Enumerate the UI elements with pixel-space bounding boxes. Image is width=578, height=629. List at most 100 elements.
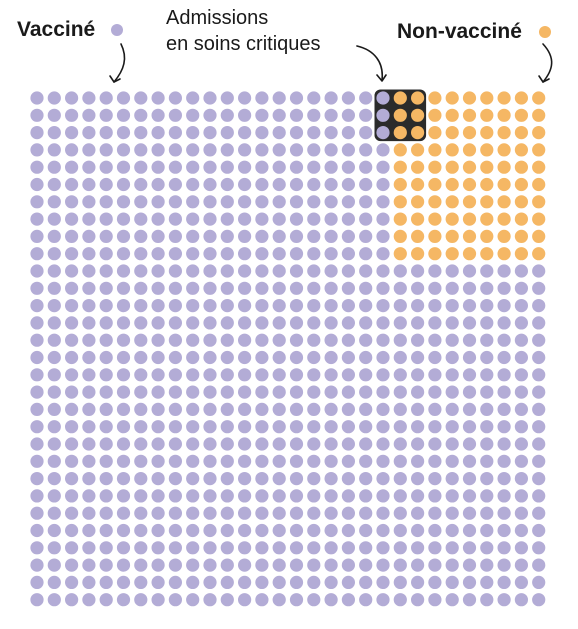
dot-vaccinated: [462, 454, 477, 468]
dot-vaccinated: [341, 316, 355, 330]
dot-vaccinated: [203, 108, 217, 122]
dot-vaccinated: [514, 385, 529, 399]
dot-vaccinated: [428, 506, 442, 520]
dot-vaccinated: [532, 333, 546, 347]
dot-vaccinated: [428, 402, 442, 416]
dot-vaccinated: [324, 195, 338, 209]
dot-vaccinated: [99, 523, 113, 538]
dot-vaccinated: [30, 506, 44, 520]
dot-vaccinated: [220, 523, 234, 538]
dot-vaccinated: [116, 593, 131, 607]
dot-vaccinated: [30, 523, 44, 538]
dot-non-vaccinated: [411, 143, 425, 157]
dot-vaccinated: [411, 264, 425, 278]
dot-vaccinated: [134, 437, 148, 451]
dot-vaccinated: [497, 333, 511, 347]
dot-vaccinated: [134, 420, 148, 434]
dot-vaccinated: [324, 299, 338, 313]
dot-non-vaccinated: [428, 108, 442, 122]
dot-vaccinated: [289, 437, 304, 451]
dot-vaccinated: [307, 91, 321, 105]
dot-vaccinated: [47, 506, 61, 520]
dot-vaccinated: [307, 177, 321, 192]
dot-vaccinated: [307, 368, 321, 382]
dot-vaccinated: [393, 489, 407, 503]
dot-vaccinated: [151, 212, 165, 226]
dot-vaccinated: [99, 91, 113, 105]
dot-vaccinated: [289, 506, 304, 520]
dot-vaccinated: [168, 316, 182, 330]
dot-vaccinated: [324, 489, 338, 503]
dot-vaccinated: [255, 402, 269, 416]
dot-vaccinated: [30, 264, 44, 278]
dot-vaccinated: [238, 177, 252, 192]
dot-non-vaccinated: [480, 143, 494, 157]
dot-vaccinated: [82, 489, 96, 503]
dot-vaccinated: [186, 160, 200, 174]
dot-vaccinated: [376, 177, 390, 192]
dot-vaccinated: [168, 506, 182, 520]
dot-vaccinated: [238, 195, 252, 209]
dot-vaccinated: [289, 489, 304, 503]
dot-non-vaccinated: [462, 91, 477, 105]
dot-vaccinated: [359, 437, 373, 451]
dot-vaccinated: [134, 212, 148, 226]
dot-vaccinated: [255, 143, 269, 157]
dot-vaccinated: [359, 350, 373, 365]
dot-vaccinated: [186, 264, 200, 278]
dot-vaccinated: [255, 281, 269, 295]
dot-vaccinated: [220, 316, 234, 330]
dot-non-vaccinated: [497, 247, 511, 261]
dot-vaccinated: [82, 212, 96, 226]
dot-vaccinated: [99, 126, 113, 140]
legend-dot-non-vaccinated: [539, 26, 551, 38]
dot-vaccinated: [65, 316, 79, 330]
dot-vaccinated: [47, 229, 61, 243]
dot-vaccinated: [186, 593, 200, 607]
dot-vaccinated: [116, 489, 131, 503]
dot-vaccinated: [324, 472, 338, 486]
dot-vaccinated: [151, 108, 165, 122]
dot-vaccinated: [428, 437, 442, 451]
dot-vaccinated: [65, 229, 79, 243]
dot-vaccinated: [238, 143, 252, 157]
dot-vaccinated: [445, 316, 459, 330]
dot-vaccinated: [359, 489, 373, 503]
dot-vaccinated: [359, 385, 373, 399]
dot-non-vaccinated: [462, 126, 477, 140]
dot-vaccinated: [99, 437, 113, 451]
dot-vaccinated: [151, 593, 165, 607]
dot-vaccinated: [116, 368, 131, 382]
dot-non-vaccinated: [411, 160, 425, 174]
dot-vaccinated: [116, 506, 131, 520]
dot-vaccinated: [47, 160, 61, 174]
dot-vaccinated: [289, 126, 304, 140]
dot-vaccinated: [238, 593, 252, 607]
dot-vaccinated: [134, 143, 148, 157]
dot-non-vaccinated: [480, 160, 494, 174]
dot-vaccinated: [186, 368, 200, 382]
dot-vaccinated: [272, 350, 286, 365]
dot-vaccinated: [376, 506, 390, 520]
dot-vaccinated: [255, 247, 269, 261]
dot-vaccinated: [168, 333, 182, 347]
dot-vaccinated: [47, 316, 61, 330]
dot-non-vaccinated: [497, 212, 511, 226]
dot-vaccinated: [445, 454, 459, 468]
dot-vaccinated: [116, 575, 131, 590]
dot-vaccinated: [47, 593, 61, 607]
dot-non-vaccinated: [428, 247, 442, 261]
dot-vaccinated: [532, 368, 546, 382]
dot-vaccinated: [30, 177, 44, 192]
dot-vaccinated: [238, 126, 252, 140]
dot-vaccinated: [359, 333, 373, 347]
dot-non-vaccinated: [393, 229, 407, 243]
dot-vaccinated: [480, 541, 494, 555]
dot-vaccinated: [134, 385, 148, 399]
dot-vaccinated: [341, 454, 355, 468]
dot-vaccinated: [376, 541, 390, 555]
dot-vaccinated: [480, 316, 494, 330]
dot-vaccinated: [341, 368, 355, 382]
dot-non-vaccinated: [480, 247, 494, 261]
